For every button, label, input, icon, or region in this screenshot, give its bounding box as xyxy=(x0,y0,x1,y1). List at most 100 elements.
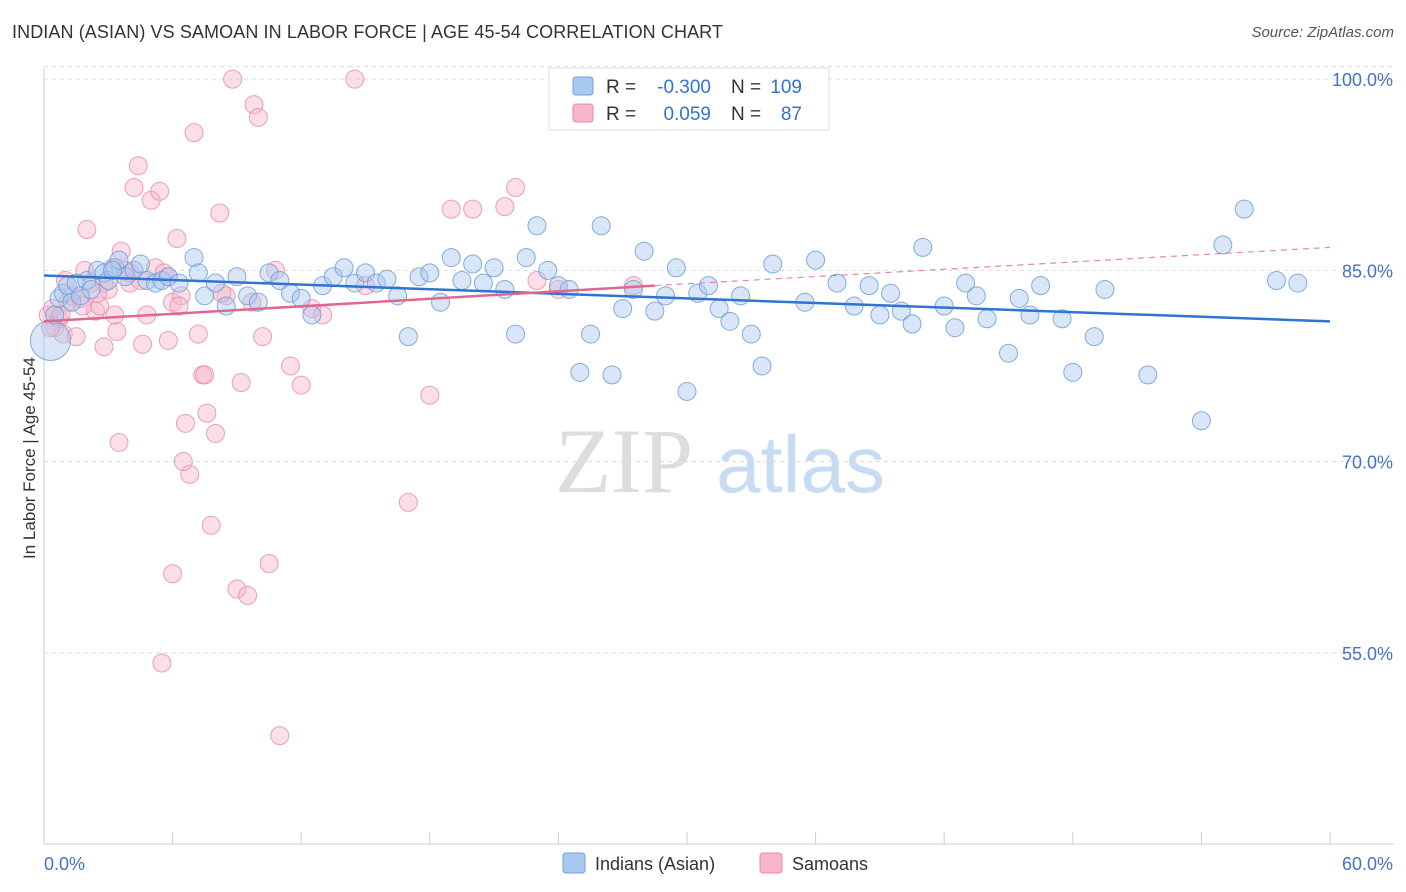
samoan-point xyxy=(291,375,311,395)
samoan-point xyxy=(195,365,215,385)
indian-point xyxy=(763,254,783,274)
legend-n-value-1: 109 xyxy=(770,77,802,98)
samoan-point xyxy=(109,432,129,452)
indian-point xyxy=(538,260,558,280)
x-tick-label: 0.0% xyxy=(44,854,85,874)
samoan-point xyxy=(175,413,195,433)
indian-point xyxy=(506,324,526,344)
indian-point xyxy=(731,286,751,306)
samoan-point xyxy=(270,726,290,746)
indian-point xyxy=(452,271,472,291)
indian-point xyxy=(81,279,101,299)
watermark-atlas: atlas xyxy=(716,420,885,509)
indian-point xyxy=(656,286,676,306)
y-tick-label: 55.0% xyxy=(1342,644,1393,664)
indian-point xyxy=(29,319,71,361)
samoan-point xyxy=(231,373,251,393)
samoan-point xyxy=(345,69,365,89)
indian-point xyxy=(613,299,633,319)
y-tick-label: 85.0% xyxy=(1342,261,1393,281)
legend-swatch-pink xyxy=(572,103,594,123)
indian-point xyxy=(844,296,864,316)
indian-point xyxy=(1234,199,1254,219)
y-tick-label: 100.0% xyxy=(1332,70,1393,90)
indian-point xyxy=(945,318,965,338)
samoan-point xyxy=(180,464,200,484)
samoan-point xyxy=(107,322,127,342)
samoan-point xyxy=(205,424,225,444)
series-legend: Indians (Asian) Samoans xyxy=(562,852,868,874)
samoan-points xyxy=(38,69,665,746)
samoan-point xyxy=(259,554,279,574)
samoan-point xyxy=(105,305,125,325)
indian-point xyxy=(881,283,901,303)
samoan-point xyxy=(441,199,461,219)
samoan-point xyxy=(188,324,208,344)
indian-point xyxy=(634,241,654,261)
samoan-point xyxy=(463,199,483,219)
samoan-point xyxy=(227,579,247,599)
indian-point xyxy=(420,263,440,283)
indian-point xyxy=(463,254,483,274)
samoan-point xyxy=(197,403,217,423)
source-credit: Source: ZipAtlas.com xyxy=(1251,24,1394,41)
indian-point xyxy=(999,343,1018,363)
y-tick-labels: 100.0% 85.0% 70.0% 55.0% xyxy=(1332,70,1393,664)
samoan-point xyxy=(124,177,144,197)
samoan-point xyxy=(238,585,258,605)
legend-n-value-2: 87 xyxy=(781,104,802,125)
legend-r-label-2: R = xyxy=(606,104,636,125)
x-ticks xyxy=(172,832,1331,844)
samoan-point xyxy=(150,181,170,201)
correlation-legend: R = -0.300 N = 109 R = 0.059 N = 87 xyxy=(548,67,830,131)
indian-point xyxy=(645,301,665,321)
indian-point xyxy=(602,365,622,385)
legend-r-label-1: R = xyxy=(606,77,636,98)
samoan-point xyxy=(163,564,183,584)
indian-point xyxy=(666,258,686,278)
indian-point xyxy=(859,276,879,296)
indian-point xyxy=(1063,362,1083,382)
indian-point xyxy=(334,258,354,278)
indian-point xyxy=(902,314,922,334)
indian-point xyxy=(473,273,493,293)
samoan-point xyxy=(398,492,418,512)
x-tick-label: 60.0% xyxy=(1342,854,1393,874)
series-legend-swatch-indians xyxy=(562,852,586,874)
indian-point xyxy=(913,237,933,257)
samoan-point xyxy=(244,95,264,115)
samoan-point xyxy=(77,220,97,240)
watermark-zip: ZIP xyxy=(555,410,693,512)
indian-point xyxy=(1266,271,1286,291)
indian-point xyxy=(409,267,429,287)
indian-point xyxy=(248,292,268,312)
legend-box xyxy=(548,67,830,131)
samoan-point xyxy=(420,385,440,405)
samoan-point xyxy=(506,177,526,197)
indian-point xyxy=(966,286,986,306)
indian-point xyxy=(516,248,536,268)
samoan-point xyxy=(128,156,148,176)
gridlines xyxy=(44,65,1394,654)
samoan-point xyxy=(152,653,172,673)
samoan-point xyxy=(210,203,230,223)
samoan-point xyxy=(201,515,221,535)
indian-point xyxy=(188,263,208,283)
indian-point xyxy=(527,216,547,236)
indian-point xyxy=(169,273,189,293)
samoan-trend-extension xyxy=(654,246,1331,287)
indian-point xyxy=(238,286,258,306)
samoan-point xyxy=(167,228,187,248)
indian-point xyxy=(1020,305,1040,325)
indian-point xyxy=(741,324,761,344)
samoan-point xyxy=(184,123,204,143)
legend-r-value-2: 0.059 xyxy=(663,104,711,125)
legend-n-label-2: N = xyxy=(731,104,761,125)
indian-point xyxy=(1288,273,1308,293)
indian-point xyxy=(441,248,461,268)
indian-point xyxy=(1138,365,1158,385)
indian-point xyxy=(870,305,890,325)
indian-point xyxy=(977,309,997,329)
samoan-point xyxy=(133,334,153,354)
indian-point xyxy=(591,216,611,236)
